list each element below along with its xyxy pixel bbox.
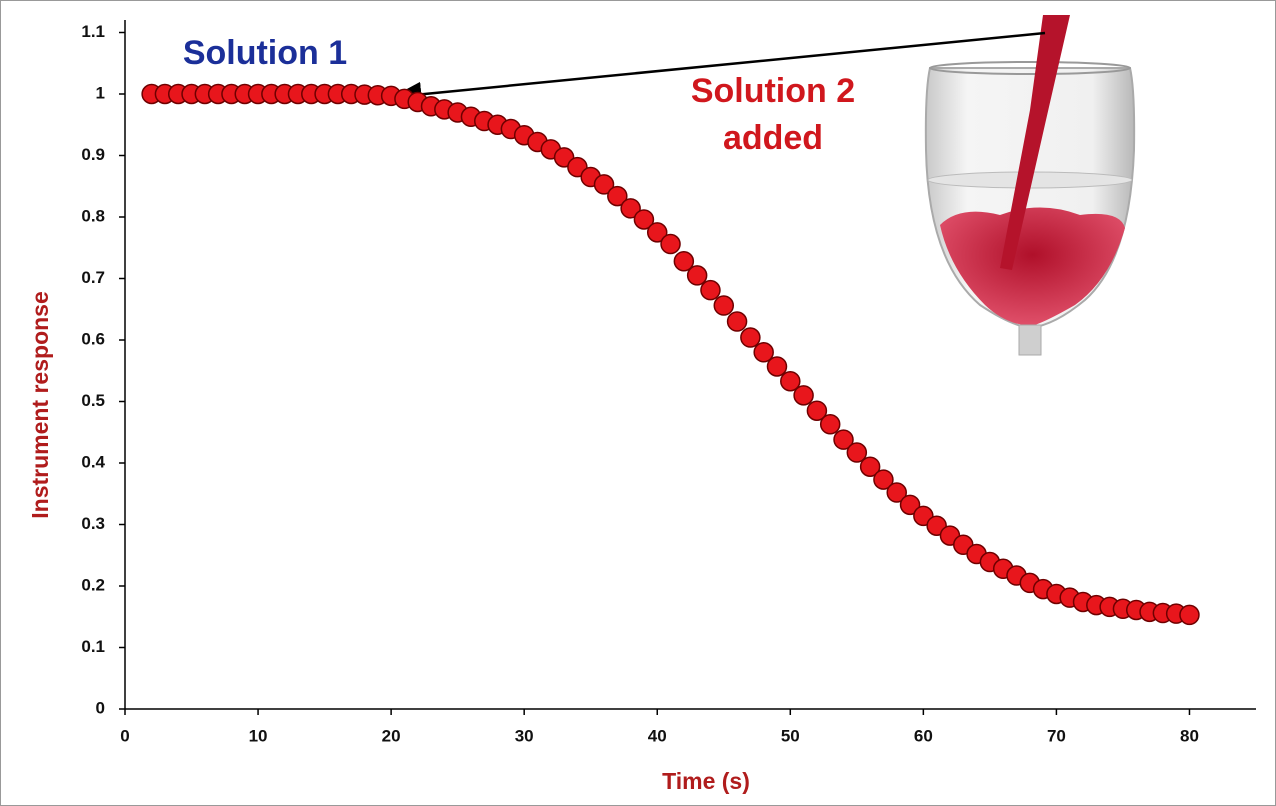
page: Instrument response Time (s) 0 0.1 0.2 0.3 0… xyxy=(0,0,1276,806)
y-tick-label: 1 xyxy=(96,83,105,102)
data-point xyxy=(661,235,680,254)
x-tick-label: 0 xyxy=(120,726,129,745)
y-tick-label: 0.7 xyxy=(81,268,105,287)
annotation: added xyxy=(723,119,823,157)
y-tick-label: 0.3 xyxy=(81,514,105,533)
x-tick-label: 20 xyxy=(382,726,401,745)
annotation: Solution 2 xyxy=(691,72,855,110)
y-tick-label: 0.9 xyxy=(81,145,105,164)
data-point xyxy=(714,296,733,315)
x-tick-label: 40 xyxy=(648,726,667,745)
x-axis-label: Time (s) xyxy=(662,768,750,794)
data-point xyxy=(741,328,760,347)
data-point xyxy=(701,281,720,300)
x-tick-label: 60 xyxy=(914,726,933,745)
wine-glass xyxy=(926,15,1134,355)
annotation: Solution 1 xyxy=(183,34,347,72)
chart: Instrument response Time (s) 0 0.1 0.2 0.3 0… xyxy=(0,0,1276,806)
data-point xyxy=(1180,605,1199,624)
data-point xyxy=(728,312,747,331)
y-axis-label: Instrument response xyxy=(27,291,53,519)
x-tick-label: 10 xyxy=(249,726,268,745)
y-tick-label: 0.5 xyxy=(81,391,105,410)
x-tick-label: 30 xyxy=(515,726,534,745)
y-tick-label: 0.6 xyxy=(81,329,105,348)
data-point xyxy=(767,357,786,376)
data-point xyxy=(821,415,840,434)
y-tick-label: 0.8 xyxy=(81,206,105,225)
data-point xyxy=(794,386,813,405)
data-point xyxy=(688,266,707,285)
y-tick-label: 0.1 xyxy=(81,637,105,656)
y-tick-label: 1.1 xyxy=(81,22,105,41)
x-tick-label: 50 xyxy=(781,726,800,745)
x-tick-label: 80 xyxy=(1180,726,1199,745)
y-tick-label: 0.2 xyxy=(81,575,105,594)
x-tick-label: 70 xyxy=(1047,726,1066,745)
y-tick-label: 0 xyxy=(96,698,105,717)
y-tick-label: 0.4 xyxy=(81,452,105,471)
